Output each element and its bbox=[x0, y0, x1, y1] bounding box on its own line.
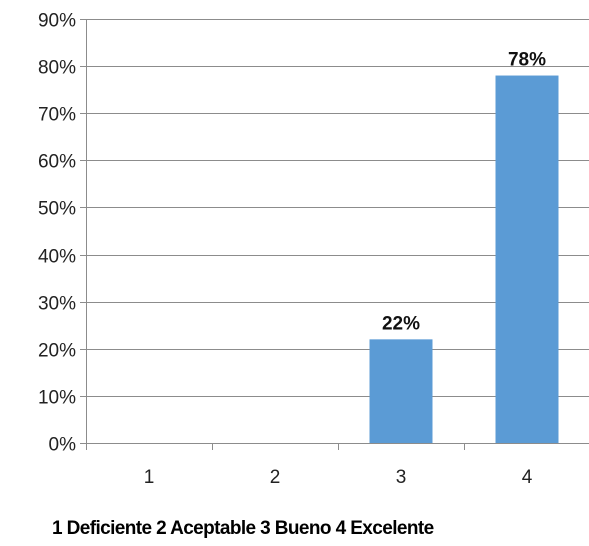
bar-4 bbox=[495, 75, 559, 444]
x-axis: 1 2 3 4 bbox=[86, 19, 589, 488]
bar-3 bbox=[369, 339, 433, 443]
x-tick-label: 1 bbox=[144, 467, 155, 488]
x-tick-label: 4 bbox=[522, 467, 533, 488]
y-tick-label: 20% bbox=[38, 341, 76, 362]
y-tick-label: 50% bbox=[38, 199, 76, 220]
y-tick-label: 60% bbox=[38, 152, 76, 173]
bars bbox=[369, 75, 559, 444]
y-tick-label: 10% bbox=[38, 388, 76, 409]
gridlines bbox=[86, 19, 589, 397]
data-labels: 22% 78% bbox=[382, 50, 546, 335]
y-tick-label: 30% bbox=[38, 294, 76, 315]
y-axis-ticks: 0% 10% 20% 30% 40% 50% 60% 70% 80% 90% bbox=[38, 11, 86, 456]
y-tick-label: 0% bbox=[49, 435, 77, 456]
y-tick-label: 40% bbox=[38, 247, 76, 268]
y-tick-label: 90% bbox=[38, 11, 76, 32]
y-tick-label: 80% bbox=[38, 58, 76, 79]
x-tick-label: 3 bbox=[396, 467, 407, 488]
category-legend-caption: 1 Deficiente 2 Aceptable 3 Bueno 4 Excel… bbox=[52, 518, 434, 539]
x-tick-label: 2 bbox=[270, 467, 281, 488]
data-label-4: 78% bbox=[508, 50, 546, 71]
data-label-3: 22% bbox=[382, 313, 420, 334]
y-tick-label: 70% bbox=[38, 105, 76, 126]
